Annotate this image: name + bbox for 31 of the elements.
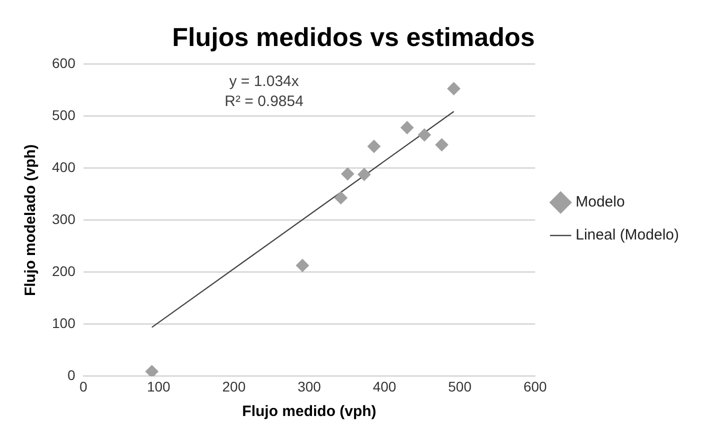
y-tick-label: 600 [52,55,76,72]
y-axis-title: Flujo modelado (vph) [22,144,40,296]
x-tick-label: 0 [79,378,88,394]
legend-label: Lineal (Modelo) [576,226,680,244]
point [435,138,448,152]
y-tick-label: 500 [52,107,76,124]
annotation: y = 1.034x [229,73,300,90]
point [418,128,431,142]
point [400,121,414,134]
y-tick-label: 100 [52,315,76,332]
y-tick-label: 200 [52,263,76,280]
x-tick-label: 300 [298,378,322,394]
point [447,82,460,96]
point [296,258,309,272]
point [145,365,158,376]
x-tick-label: 500 [448,378,472,394]
point [341,167,354,180]
x-tick-label: 200 [222,378,246,394]
point [358,168,371,181]
point [334,191,348,204]
annotation: R² = 0.9854 [224,93,304,110]
chart-title: Flujos medidos vs estimados [172,22,535,52]
x-tick-label: 600 [523,378,548,394]
point [367,140,380,153]
y-tick-label: 300 [52,211,76,228]
x-axis-title: Flujo medido (vph) [242,403,376,420]
y-tick-label: 400 [52,159,76,176]
legend-label: Modelo [576,194,625,211]
y-tick-label: 0 [68,367,76,384]
x-tick-label: 100 [146,378,171,394]
x-tick-label: 400 [372,378,396,394]
